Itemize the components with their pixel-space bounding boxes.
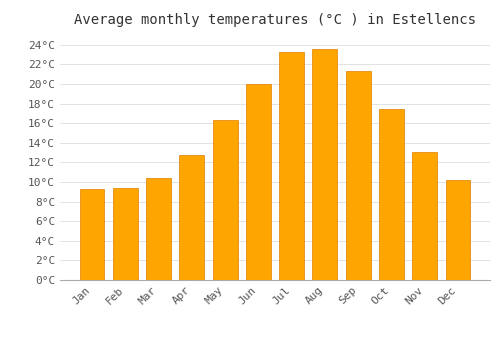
Bar bbox=[246, 84, 271, 280]
Bar bbox=[379, 110, 404, 280]
Bar bbox=[446, 180, 470, 280]
Bar bbox=[180, 155, 204, 280]
Bar bbox=[113, 188, 138, 280]
Bar bbox=[80, 189, 104, 280]
Bar bbox=[346, 71, 370, 280]
Title: Average monthly temperatures (°C ) in Estellencs: Average monthly temperatures (°C ) in Es… bbox=[74, 13, 476, 27]
Bar bbox=[279, 52, 304, 280]
Bar bbox=[212, 120, 238, 280]
Bar bbox=[412, 152, 437, 280]
Bar bbox=[312, 49, 338, 280]
Bar bbox=[146, 178, 171, 280]
